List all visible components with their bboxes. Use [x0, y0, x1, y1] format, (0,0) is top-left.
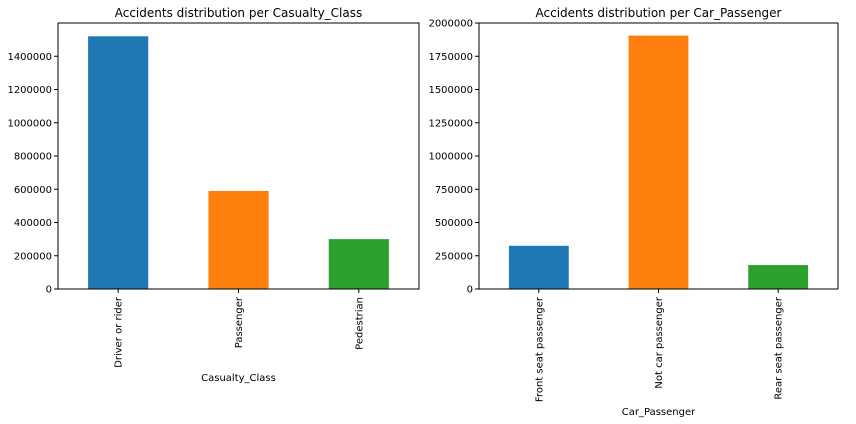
y-tick-label: 1400000: [7, 52, 52, 63]
y-tick-label: 250000: [435, 251, 473, 262]
y-tick-label: 1500000: [428, 85, 473, 96]
x-tick-label-front-seat-passenger: Front seat passenger: [534, 296, 545, 402]
bar-not-car-passenger: [628, 35, 689, 290]
chart-car-passenger: Accidents distribution per Car_Passenger…: [428, 6, 839, 418]
y-tick-label: 2000000: [428, 19, 473, 30]
bar-rear-seat-passenger: [748, 265, 809, 289]
bar-driver-or-rider: [88, 36, 149, 289]
y-tick-label: 750000: [435, 185, 473, 196]
bar-front-seat-passenger: [508, 245, 569, 289]
y-tick-label: 800000: [14, 152, 52, 163]
chart-title: Accidents distribution per Car_Passenger: [536, 6, 782, 20]
bar-pedestrian: [328, 239, 389, 289]
y-tick-label: 200000: [14, 251, 52, 262]
x-tick-label-not-car-passenger: Not car passenger: [654, 296, 665, 389]
y-tick-label: 1250000: [428, 118, 473, 129]
y-tick-label: 400000: [14, 218, 52, 229]
bar-passenger: [208, 190, 269, 289]
y-tick-label: 600000: [14, 185, 52, 196]
y-tick-label: 1200000: [7, 85, 52, 96]
chart-casualty-class: Accidents distribution per Casualty_Clas…: [7, 6, 420, 384]
y-tick-label: 500000: [435, 218, 473, 229]
y-tick-label: 0: [46, 285, 52, 296]
y-tick-label: 0: [467, 285, 473, 296]
chart-title: Accidents distribution per Casualty_Clas…: [115, 6, 363, 20]
x-axis-label: Casualty_Class: [201, 373, 276, 384]
y-tick-label: 1750000: [428, 52, 473, 63]
y-tick-label: 1000000: [428, 152, 473, 163]
x-axis-label: Car_Passenger: [622, 407, 696, 418]
x-tick-label-passenger: Passenger: [234, 296, 245, 348]
x-tick-label-pedestrian: Pedestrian: [354, 297, 365, 350]
y-tick-label: 1000000: [7, 118, 52, 129]
x-tick-label-driver-or-rider: Driver or rider: [114, 296, 125, 368]
x-tick-label-rear-seat-passenger: Rear seat passenger: [774, 296, 785, 400]
